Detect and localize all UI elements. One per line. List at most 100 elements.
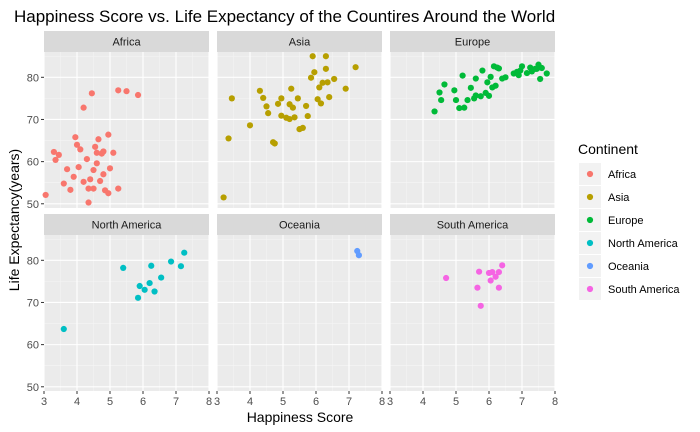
data-point bbox=[90, 185, 97, 192]
y-tick-label: 70 bbox=[27, 114, 39, 126]
facet-strip-label: Asia bbox=[289, 37, 311, 49]
data-point bbox=[499, 262, 506, 269]
data-point bbox=[443, 274, 450, 282]
data-point bbox=[303, 102, 310, 110]
data-point bbox=[274, 100, 282, 107]
data-point bbox=[322, 65, 329, 72]
legend-key-point bbox=[586, 193, 594, 201]
facet-strip-label: North America bbox=[92, 220, 163, 232]
data-point bbox=[436, 89, 443, 96]
data-point bbox=[495, 284, 502, 291]
data-point bbox=[167, 258, 175, 265]
data-point bbox=[431, 108, 438, 115]
data-point bbox=[97, 177, 104, 185]
data-point bbox=[85, 199, 92, 206]
x-tick-label: 7 bbox=[519, 396, 525, 408]
data-point bbox=[55, 151, 62, 158]
data-point bbox=[291, 114, 298, 121]
data-point bbox=[487, 277, 494, 284]
y-tick-label: 80 bbox=[27, 72, 39, 84]
data-point bbox=[487, 73, 494, 80]
data-point bbox=[246, 122, 254, 129]
data-point bbox=[477, 93, 484, 100]
facet-panel-africa: Africa 50 60 70 80 bbox=[27, 31, 210, 211]
legend-key-point bbox=[586, 262, 594, 270]
data-point bbox=[87, 176, 94, 183]
facet-panel-south-america: South America 3 4 5 6 7 8 bbox=[387, 214, 558, 408]
data-point bbox=[146, 279, 153, 287]
data-point bbox=[64, 166, 71, 173]
data-point bbox=[80, 178, 87, 185]
data-point bbox=[438, 96, 445, 104]
data-point bbox=[331, 75, 338, 83]
data-point bbox=[67, 186, 74, 193]
data-point bbox=[120, 264, 127, 271]
data-point bbox=[75, 164, 82, 171]
data-point bbox=[148, 262, 155, 269]
legend-label: North America bbox=[608, 238, 679, 250]
data-point bbox=[220, 194, 227, 201]
x-tick-label: 4 bbox=[420, 396, 426, 408]
data-point bbox=[228, 95, 235, 102]
data-point bbox=[288, 85, 295, 92]
data-point bbox=[93, 160, 100, 167]
data-point bbox=[474, 284, 481, 291]
data-point bbox=[115, 185, 122, 192]
data-point bbox=[278, 95, 285, 102]
data-point bbox=[537, 75, 544, 83]
x-tick-label: 8 bbox=[552, 396, 558, 408]
data-point bbox=[60, 180, 67, 187]
data-point bbox=[52, 156, 59, 164]
data-point bbox=[299, 124, 306, 131]
x-tick-label: 3 bbox=[387, 396, 393, 408]
data-point bbox=[73, 141, 81, 148]
data-point bbox=[495, 65, 502, 72]
x-tick-label: 5 bbox=[107, 396, 113, 408]
x-tick-label: 3 bbox=[214, 396, 220, 408]
data-point bbox=[451, 87, 458, 94]
data-point bbox=[80, 104, 87, 111]
data-point bbox=[461, 104, 468, 111]
x-tick-label: 4 bbox=[74, 396, 80, 408]
data-point bbox=[105, 131, 112, 138]
y-tick-label: 60 bbox=[27, 340, 39, 352]
facet-strip bbox=[44, 214, 209, 235]
legend-key-point bbox=[586, 285, 594, 293]
data-point bbox=[177, 263, 185, 270]
legend-key-point bbox=[586, 216, 594, 224]
data-point bbox=[93, 149, 100, 156]
data-point bbox=[134, 294, 142, 301]
y-tick-label: 60 bbox=[27, 157, 39, 169]
data-point bbox=[136, 282, 143, 290]
facet-strip bbox=[217, 31, 382, 52]
data-point bbox=[260, 94, 267, 102]
facet-strip-label: Europe bbox=[455, 37, 490, 49]
data-point bbox=[106, 165, 114, 172]
data-point bbox=[90, 166, 97, 174]
data-point bbox=[464, 96, 471, 104]
data-point bbox=[134, 91, 142, 99]
data-point bbox=[151, 288, 158, 295]
data-point bbox=[311, 69, 318, 76]
x-axis-title: Happiness Score bbox=[247, 409, 354, 425]
facet-strip-label: Oceania bbox=[279, 220, 321, 232]
data-point bbox=[60, 325, 67, 333]
data-point bbox=[342, 85, 349, 92]
data-point bbox=[141, 286, 148, 293]
data-point bbox=[77, 146, 84, 153]
y-tick-label: 70 bbox=[27, 297, 39, 309]
data-point bbox=[92, 143, 99, 150]
data-point bbox=[294, 95, 301, 102]
data-point bbox=[225, 135, 232, 142]
y-tick-label: 80 bbox=[27, 255, 39, 267]
data-point bbox=[265, 110, 272, 117]
facet-panel-oceania: Oceania 3 4 5 6 7 8 bbox=[214, 214, 385, 408]
data-point bbox=[492, 82, 499, 89]
facet-strip bbox=[44, 31, 209, 52]
facet-strip-label: South America bbox=[437, 220, 509, 232]
data-point bbox=[263, 103, 270, 110]
facet-strip-label: Africa bbox=[112, 37, 141, 49]
x-tick-label: 7 bbox=[346, 396, 352, 408]
data-point bbox=[123, 88, 130, 95]
data-point bbox=[459, 72, 466, 79]
